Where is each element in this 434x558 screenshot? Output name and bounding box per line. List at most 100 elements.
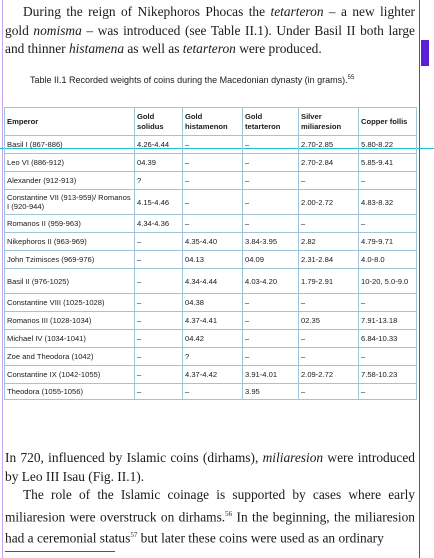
table-cell: – (134, 293, 183, 312)
table-row: Basil II (976-1025) – 4.34-4.44 4.03-4.2… (4, 268, 417, 294)
table-row: Constantine VII (913-959)/ Romanos I (92… (4, 189, 417, 215)
table-cell: 2.09-2.72 (298, 365, 359, 384)
table-cell: – (242, 171, 299, 190)
table-cell: 4.35-4.40 (182, 232, 243, 251)
table-cell: Basil II (976-1025) (4, 268, 135, 294)
table-cell: 4.37-4.41 (182, 311, 243, 330)
table-cell: – (242, 189, 299, 215)
table-cell: 4.34-4.44 (182, 268, 243, 294)
table-cell: – (358, 293, 417, 312)
table-row: Nikephoros II (963-969) – 4.35-4.40 3.84… (4, 232, 417, 251)
table-row: Leo VI (886-912) 04.39 – – 2.70-2.84 5.8… (4, 153, 417, 172)
table-caption: Table II.1 Recorded weights of coins dur… (30, 75, 355, 85)
table-cell: Leo VI (886-912) (4, 153, 135, 172)
table-cell: – (358, 214, 417, 233)
table-cell: – (242, 311, 299, 330)
table-cell: – (134, 311, 183, 330)
table-cell: – (134, 268, 183, 294)
table-cell: 4.34-4.36 (134, 214, 183, 233)
table-cell: 3.84-3.95 (242, 232, 299, 251)
table-cell: Zoe and Theodora (1042) (4, 347, 135, 366)
table-row: Romanos III (1028-1034) – 4.37-4.41 – 02… (4, 311, 417, 330)
table-cell: – (242, 329, 299, 348)
table-cell: ? (182, 347, 243, 366)
table-cell: Romanos III (1028-1034) (4, 311, 135, 330)
table-cell: Basil I (867-886) (4, 135, 135, 154)
table-cell: 6.84-10.33 (358, 329, 417, 348)
table-cell: – (242, 153, 299, 172)
table-cell: – (298, 171, 359, 190)
table-cell: – (134, 329, 183, 348)
table-cell: – (358, 171, 417, 190)
column-header: Gold histamenon (182, 107, 243, 136)
table-cell: 2.00-2.72 (298, 189, 359, 215)
table-cell: 4.03-4.20 (242, 268, 299, 294)
table-cell: – (298, 383, 359, 400)
table-cell: – (182, 153, 243, 172)
table-row: Theodora (1055-1056) – – 3.95 – – (4, 383, 417, 400)
table-cell: Theodora (1055-1056) (4, 383, 135, 400)
table-cell: Constantine VII (913-959)/ Romanos I (92… (4, 189, 135, 215)
coin-weights-table: Emperor Gold solidus Gold histamenon Gol… (4, 107, 417, 400)
table-row: Basil I (867-886) 4.26-4.44 – – 2.70-2.8… (4, 135, 417, 154)
table-cell: – (358, 383, 417, 400)
table-cell: – (182, 383, 243, 400)
intro-paragraph: During the reign of Nikephoros Phocas th… (5, 4, 415, 56)
table-cell: 2.31-2.84 (298, 250, 359, 269)
table-cell: – (242, 347, 299, 366)
column-header: Gold solidus (134, 107, 183, 136)
table-cell: – (242, 293, 299, 312)
table-cell: 04.39 (134, 153, 183, 172)
table-row: Michael IV (1034-1041) – 04.42 – – 6.84-… (4, 329, 417, 348)
table-cell: 4.37-4.42 (182, 365, 243, 384)
margin-guide-right (419, 0, 420, 558)
table-cell: – (182, 135, 243, 154)
table-cell: – (298, 293, 359, 312)
table-cell: ? (134, 171, 183, 190)
margin-marker (421, 40, 429, 66)
table-cell: 7.91-13.18 (358, 311, 417, 330)
table-row: Romanos II (959-963) 4.34-4.36 – – – – (4, 214, 417, 233)
table-cell: – (134, 347, 183, 366)
column-header: Emperor (4, 107, 135, 136)
table-cell: – (134, 232, 183, 251)
table-cell: 5.80-8.22 (358, 135, 417, 154)
table-cell: 10-20, 5.0-9.0 (358, 268, 417, 294)
table-cell: 1.79-2.91 (298, 268, 359, 294)
table-row: Alexander (912-913) ? – – – – (4, 171, 417, 190)
table-cell: – (242, 135, 299, 154)
table-cell: – (134, 250, 183, 269)
table-cell: 5.85-9.41 (358, 153, 417, 172)
column-header: Copper follis (358, 107, 417, 136)
miliaresion-paragraph: In 720, influenced by Islamic coins (dir… (5, 450, 415, 484)
table-cell: 02.35 (298, 311, 359, 330)
table-cell: Constantine VIII (1025-1028) (4, 293, 135, 312)
table-cell: 04.13 (182, 250, 243, 269)
table-cell: 4.83-8.32 (358, 189, 417, 215)
table-cell: Nikephoros II (963-969) (4, 232, 135, 251)
table-cell: 04.42 (182, 329, 243, 348)
table-cell: Romanos II (959-963) (4, 214, 135, 233)
table-cell: Alexander (912-913) (4, 171, 135, 190)
column-header: Gold tetarteron (242, 107, 299, 136)
table-cell: – (298, 347, 359, 366)
table-cell: – (298, 214, 359, 233)
table-cell: – (242, 214, 299, 233)
table-cell: 2.70-2.84 (298, 153, 359, 172)
column-header: Silver miliaresion (298, 107, 359, 136)
table-cell: 7.58-10.23 (358, 365, 417, 384)
table-cell: – (358, 347, 417, 366)
table-cell: 3.91-4.01 (242, 365, 299, 384)
table-cell: 4.26-4.44 (134, 135, 183, 154)
margin-guide-left (2, 0, 3, 558)
table-cell: 4.0-8.0 (358, 250, 417, 269)
table-cell: – (134, 383, 183, 400)
table-cell: 4.79-9.71 (358, 232, 417, 251)
table-row: Zoe and Theodora (1042) – ? – – – (4, 347, 417, 366)
table-cell: John Tzimisces (969-976) (4, 250, 135, 269)
table-cell: – (182, 171, 243, 190)
table-cell: – (182, 214, 243, 233)
table-cell: 4.15-4.46 (134, 189, 183, 215)
table-cell: 04.38 (182, 293, 243, 312)
table-cell: 3.95 (242, 383, 299, 400)
